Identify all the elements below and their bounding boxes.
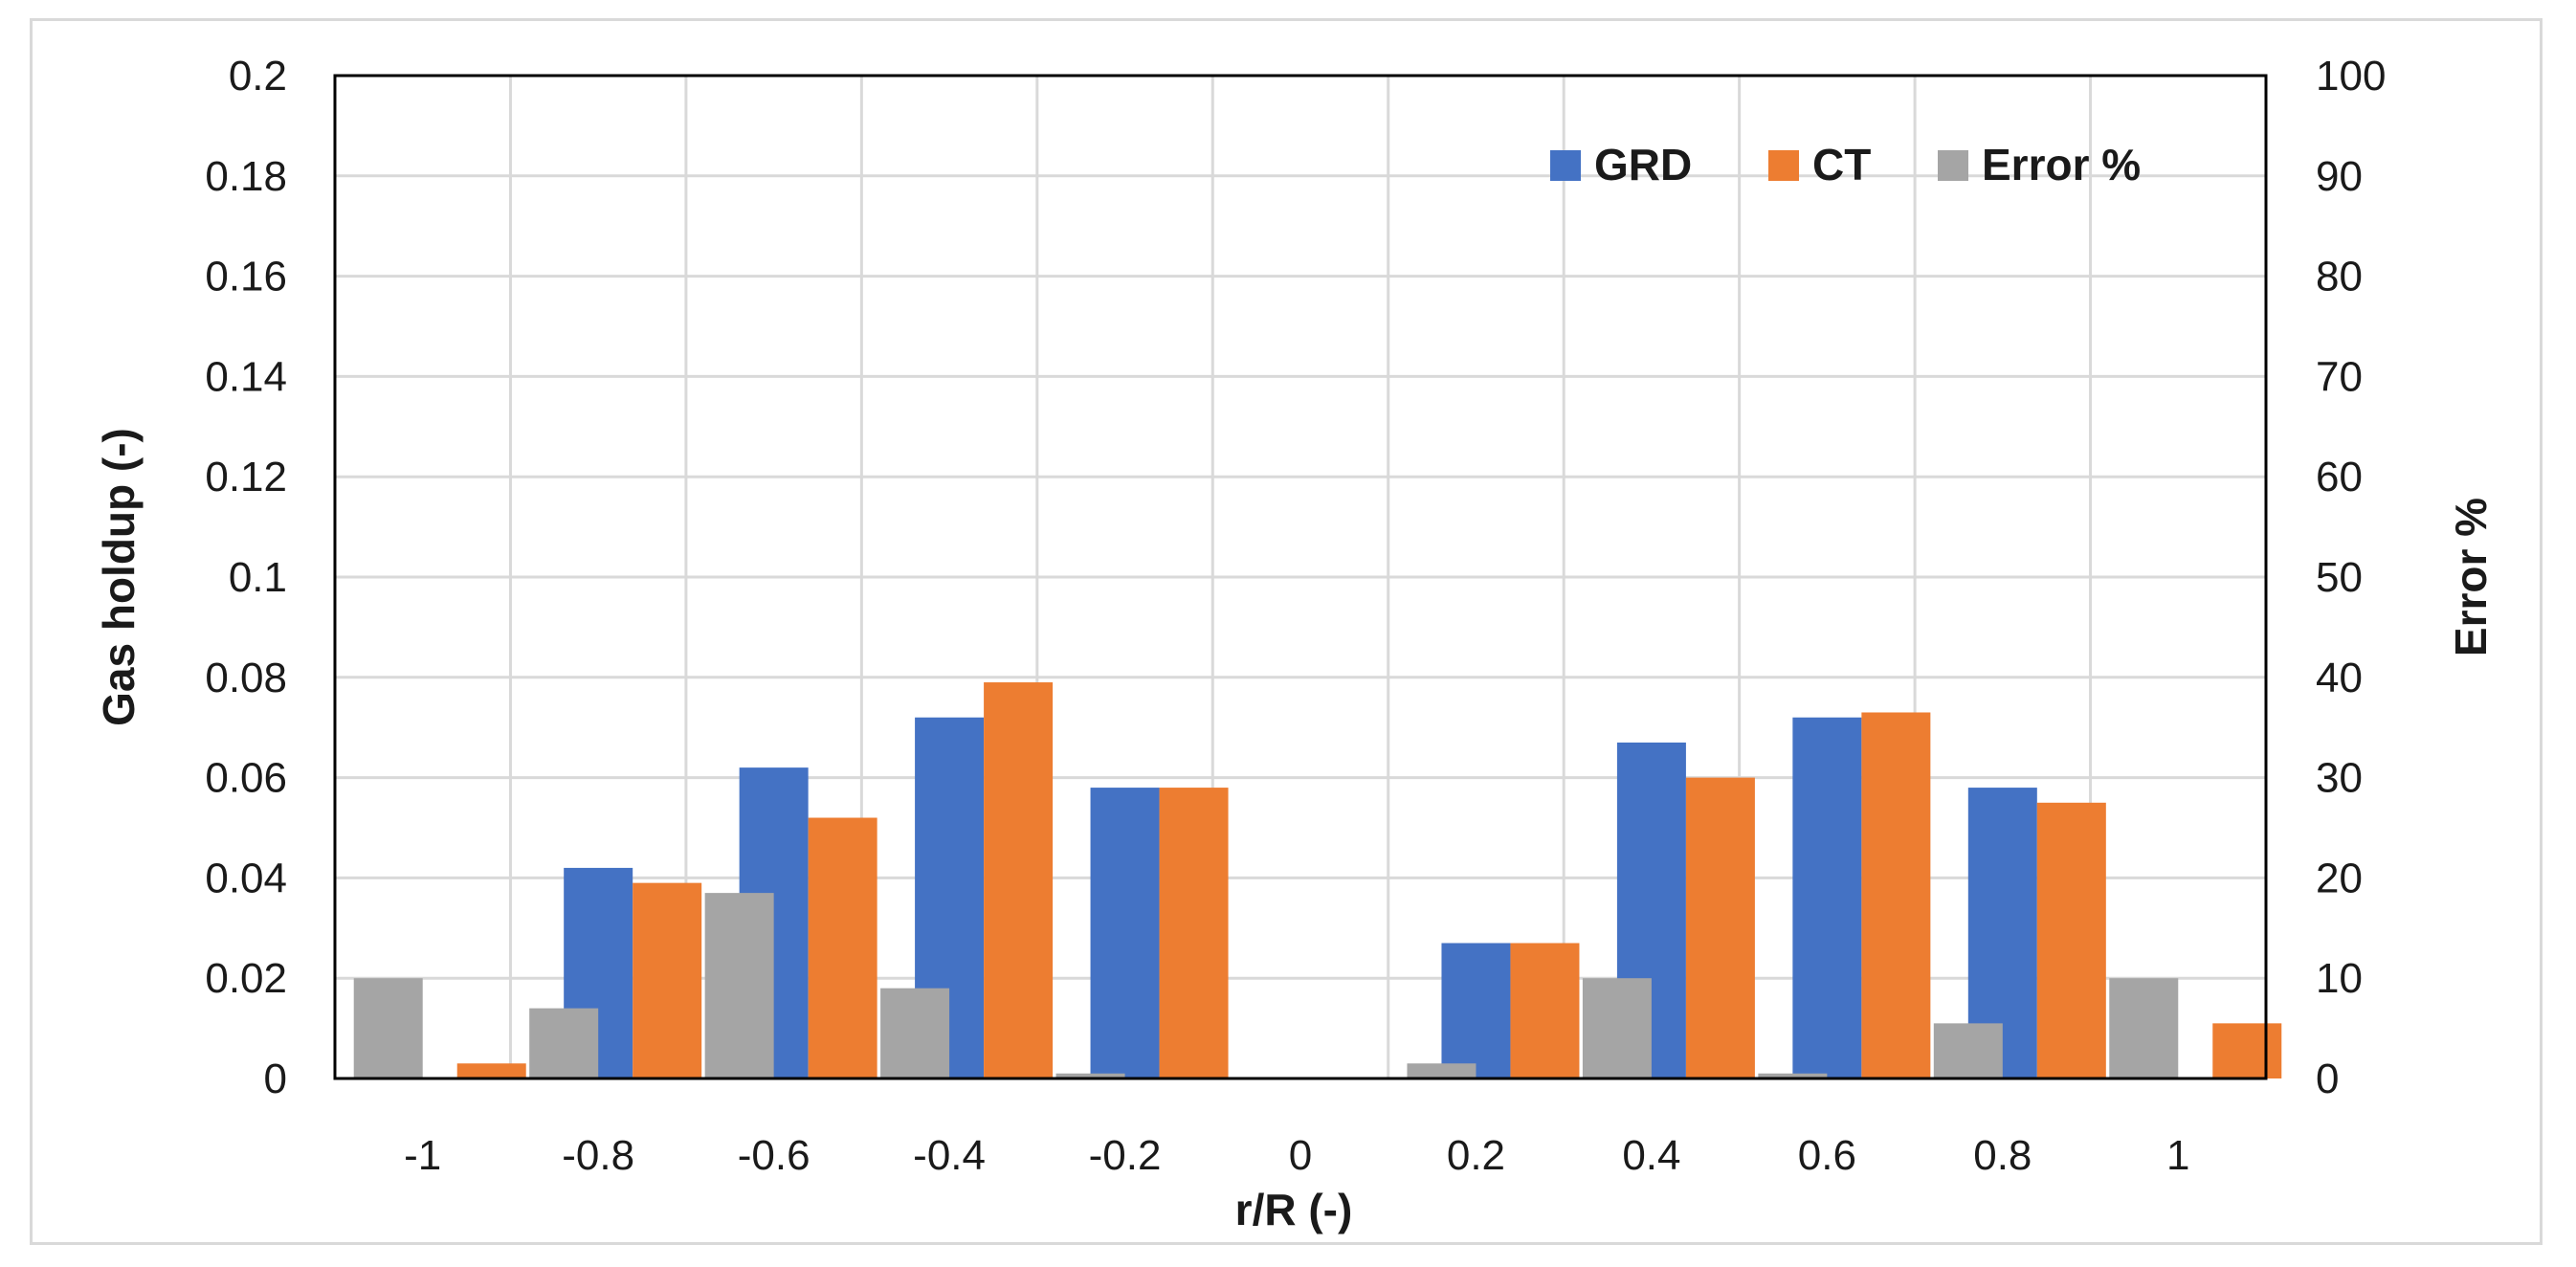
bar-ct (456, 1063, 526, 1078)
x-axis-ticks: -1 -0.8 -0.6 -0.4 -0.2 0 0.2 0.4 0.6 0.8 1 (404, 1132, 2189, 1179)
bar-ct (1685, 777, 1755, 1078)
bar-error (1933, 1023, 2003, 1078)
bars (353, 682, 2282, 1078)
bar-ct (633, 882, 702, 1078)
legend-label-error: Error % (1982, 140, 2141, 189)
bar-error (1055, 1073, 1125, 1078)
left-tick-label: 0.02 (205, 955, 287, 1002)
right-tick-label: 20 (2316, 855, 2363, 901)
bar-grd (1441, 943, 1511, 1078)
left-axis-ticks: 0 0.02 0.04 0.06 0.08 0.1 0.12 0.14 0.16 0.18 0.2 (205, 53, 287, 1102)
left-tick-label: 0.08 (205, 655, 287, 701)
bar-ct (984, 682, 1054, 1078)
bar-ct (2212, 1023, 2282, 1078)
right-tick-label: 40 (2316, 655, 2363, 701)
bar-ct (2036, 802, 2106, 1078)
right-tick-label: 100 (2316, 53, 2386, 100)
right-tick-label: 50 (2316, 554, 2363, 601)
legend-label-grd: GRD (1594, 140, 1692, 189)
x-tick-label: -0.8 (562, 1132, 634, 1179)
bar-error (1758, 1073, 1828, 1078)
bar-error (353, 978, 423, 1078)
right-tick-label: 10 (2316, 955, 2363, 1002)
x-tick-label: 0.6 (1798, 1132, 1856, 1179)
right-tick-label: 30 (2316, 755, 2363, 802)
right-axis-ticks: 0 10 20 30 40 50 60 70 80 90 100 (2316, 53, 2386, 1102)
left-tick-label: 0.14 (205, 353, 287, 400)
x-tick-label: 0 (1289, 1132, 1312, 1179)
bar-error (880, 988, 950, 1078)
legend-swatch-error (1938, 150, 1968, 181)
bar-grd (1792, 717, 1862, 1078)
bar-error (2109, 978, 2179, 1078)
x-tick-label: -0.2 (1089, 1132, 1162, 1179)
right-tick-label: 80 (2316, 254, 2363, 300)
x-tick-label: 0.8 (1973, 1132, 2032, 1179)
left-tick-label: 0.06 (205, 755, 287, 802)
bar-ct (1861, 712, 1931, 1078)
bar-grd (1090, 788, 1160, 1078)
left-tick-label: 0.1 (229, 554, 287, 601)
right-tick-label: 60 (2316, 454, 2363, 500)
legend-label-ct: CT (1812, 140, 1871, 189)
left-tick-label: 0.18 (205, 153, 287, 200)
x-tick-label: -0.4 (913, 1132, 986, 1179)
legend-swatch-ct (1768, 150, 1799, 181)
x-tick-label: -0.6 (738, 1132, 811, 1179)
left-tick-label: 0.04 (205, 855, 287, 901)
bar-error (704, 893, 774, 1078)
right-tick-label: 90 (2316, 153, 2363, 200)
x-tick-label: -1 (404, 1132, 441, 1179)
x-tick-label: 0.4 (1622, 1132, 1680, 1179)
left-tick-label: 0.16 (205, 254, 287, 300)
x-axis-title: r/R (-) (1235, 1185, 1353, 1234)
bar-error (1407, 1063, 1477, 1078)
legend-swatch-grd (1550, 150, 1581, 181)
bar-ct (808, 817, 877, 1078)
x-tick-label: 1 (2166, 1132, 2189, 1179)
plot-area (333, 74, 2268, 1080)
bar-error (1582, 978, 1652, 1078)
right-tick-label: 0 (2316, 1056, 2339, 1102)
left-tick-label: 0.2 (229, 53, 287, 100)
left-tick-label: 0 (264, 1056, 287, 1102)
left-tick-label: 0.12 (205, 454, 287, 500)
bar-error (529, 1008, 599, 1078)
bar-ct (1510, 943, 1580, 1078)
right-y-axis-title: Error % (2446, 498, 2496, 656)
legend: GRD CT Error % (1550, 140, 2141, 189)
x-tick-label: 0.2 (1447, 1132, 1505, 1179)
bar-ct (1159, 788, 1229, 1078)
right-tick-label: 70 (2316, 353, 2363, 400)
left-y-axis-title: Gas holdup (-) (94, 428, 144, 726)
